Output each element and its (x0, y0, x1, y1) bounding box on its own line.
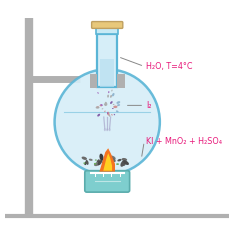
Ellipse shape (107, 112, 108, 114)
Ellipse shape (109, 162, 111, 163)
Ellipse shape (117, 104, 120, 106)
Text: KI + MnO₂ + H₂SO₄: KI + MnO₂ + H₂SO₄ (146, 137, 222, 146)
Ellipse shape (107, 160, 110, 163)
Ellipse shape (123, 160, 126, 166)
Ellipse shape (82, 156, 87, 160)
Ellipse shape (113, 106, 117, 108)
Ellipse shape (94, 163, 96, 165)
Bar (97, 34, 117, 87)
Ellipse shape (110, 101, 113, 104)
Ellipse shape (96, 159, 100, 165)
Ellipse shape (100, 104, 103, 106)
Polygon shape (99, 148, 115, 172)
Text: H₂O, T=4°C: H₂O, T=4°C (146, 62, 193, 71)
Ellipse shape (112, 93, 114, 96)
Ellipse shape (94, 162, 100, 166)
Ellipse shape (107, 112, 109, 115)
Ellipse shape (117, 159, 122, 162)
Ellipse shape (116, 101, 120, 104)
Ellipse shape (116, 110, 119, 112)
FancyBboxPatch shape (85, 171, 130, 192)
Ellipse shape (100, 105, 102, 106)
Text: I₂: I₂ (146, 101, 152, 110)
Ellipse shape (111, 114, 113, 116)
Ellipse shape (97, 92, 99, 94)
Ellipse shape (106, 128, 108, 131)
Ellipse shape (107, 95, 109, 98)
FancyBboxPatch shape (92, 22, 123, 28)
Ellipse shape (112, 158, 115, 162)
Ellipse shape (110, 156, 116, 160)
Ellipse shape (104, 103, 106, 106)
Ellipse shape (109, 128, 111, 131)
Ellipse shape (97, 114, 100, 117)
Ellipse shape (111, 90, 113, 91)
Ellipse shape (114, 114, 115, 115)
Ellipse shape (120, 160, 126, 167)
Ellipse shape (112, 108, 114, 109)
Ellipse shape (89, 159, 93, 161)
Ellipse shape (105, 102, 107, 106)
Bar (117, 74, 125, 88)
Ellipse shape (83, 162, 86, 164)
Bar (96, 27, 118, 34)
Ellipse shape (96, 106, 99, 109)
Ellipse shape (94, 163, 96, 164)
Ellipse shape (102, 160, 106, 163)
Ellipse shape (86, 160, 89, 165)
Ellipse shape (110, 95, 112, 98)
Ellipse shape (113, 104, 114, 105)
Ellipse shape (102, 108, 103, 109)
Ellipse shape (96, 106, 99, 108)
Ellipse shape (122, 158, 127, 161)
Ellipse shape (123, 160, 129, 165)
Ellipse shape (84, 162, 87, 165)
Ellipse shape (104, 128, 106, 131)
Ellipse shape (98, 160, 102, 165)
Ellipse shape (106, 160, 109, 163)
Ellipse shape (110, 102, 112, 104)
Bar (90, 74, 97, 88)
Ellipse shape (109, 157, 111, 162)
Bar (100, 59, 114, 87)
Ellipse shape (95, 159, 97, 161)
Ellipse shape (99, 154, 103, 161)
Ellipse shape (108, 91, 109, 93)
Ellipse shape (109, 157, 116, 162)
Ellipse shape (104, 111, 106, 112)
Ellipse shape (109, 114, 110, 117)
Ellipse shape (116, 163, 119, 165)
Polygon shape (103, 153, 112, 171)
Circle shape (54, 69, 160, 174)
